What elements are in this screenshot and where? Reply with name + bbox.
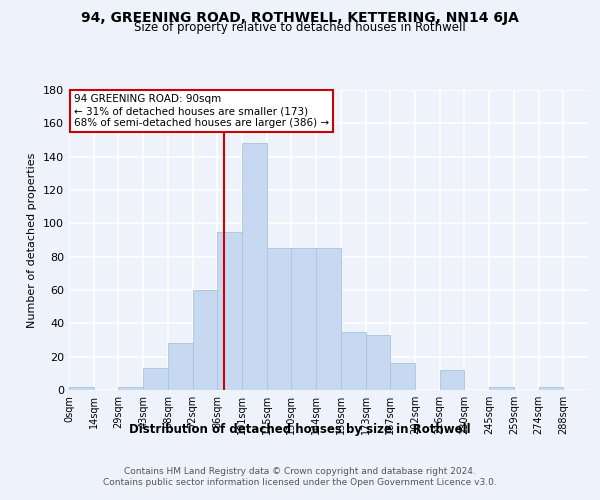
Text: 94 GREENING ROAD: 90sqm
← 31% of detached houses are smaller (173)
68% of semi-d: 94 GREENING ROAD: 90sqm ← 31% of detache… <box>74 94 329 128</box>
Text: Size of property relative to detached houses in Rothwell: Size of property relative to detached ho… <box>134 21 466 34</box>
Text: Contains HM Land Registry data © Crown copyright and database right 2024.
Contai: Contains HM Land Registry data © Crown c… <box>103 468 497 487</box>
Text: 94, GREENING ROAD, ROTHWELL, KETTERING, NN14 6JA: 94, GREENING ROAD, ROTHWELL, KETTERING, … <box>81 11 519 25</box>
Bar <box>341 332 365 390</box>
Bar <box>143 368 168 390</box>
Bar <box>267 248 292 390</box>
Bar <box>539 386 563 390</box>
Y-axis label: Number of detached properties: Number of detached properties <box>28 152 37 328</box>
Bar <box>168 344 193 390</box>
Bar <box>69 386 94 390</box>
Bar <box>489 386 514 390</box>
Bar <box>365 335 390 390</box>
Bar <box>242 144 267 390</box>
Bar <box>292 248 316 390</box>
Bar <box>390 364 415 390</box>
Text: Distribution of detached houses by size in Rothwell: Distribution of detached houses by size … <box>129 422 471 436</box>
Bar <box>118 386 143 390</box>
Bar <box>440 370 464 390</box>
Bar <box>316 248 341 390</box>
Bar <box>193 290 217 390</box>
Bar <box>217 232 242 390</box>
